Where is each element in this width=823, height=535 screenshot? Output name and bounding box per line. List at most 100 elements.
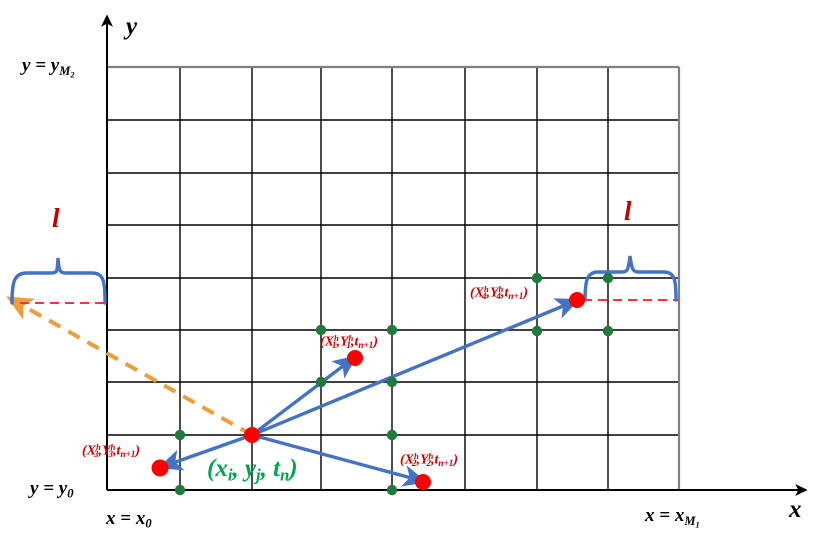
- center-t-sub: n: [280, 465, 290, 485]
- p2-open: (: [400, 452, 405, 468]
- x-right-sub: M1: [684, 513, 700, 529]
- y-top-lhs: y: [22, 55, 31, 76]
- p3-open: (: [82, 443, 87, 459]
- p3-Y-sub: 3: [108, 449, 113, 460]
- arrow-to-p2: [251, 433, 428, 487]
- p2-t: t: [434, 452, 439, 468]
- x-left-lhs: x: [106, 508, 116, 529]
- center-open: (: [207, 455, 216, 482]
- p1-comma-2: ,: [350, 334, 355, 350]
- offset-dashed-lines: [20, 299, 679, 304]
- p1-close: ): [373, 334, 379, 350]
- p4-Y-sup: h: [498, 284, 504, 294]
- x-left-eq: =: [115, 508, 136, 529]
- green-node: [174, 484, 186, 496]
- green-node: [531, 325, 543, 337]
- p1-comma-1: ,: [336, 334, 340, 350]
- p1-X: X: [324, 334, 335, 350]
- red-point-1: [347, 350, 363, 366]
- p4-X-sub: 4: [481, 291, 487, 302]
- grid-horizontal-lines: [107, 119, 679, 436]
- center-y: y: [244, 455, 257, 482]
- x-right-base: x: [674, 505, 685, 526]
- y-top-sub: M2: [59, 63, 75, 79]
- y-bot-eq: =: [38, 478, 59, 499]
- p1-X-sup: h: [334, 333, 339, 343]
- x-right-bound-label: x = xM1: [645, 506, 700, 529]
- green-node: [315, 376, 327, 388]
- p2-X-sub: 2: [411, 458, 417, 469]
- y-top-eq: =: [30, 55, 51, 76]
- x-left-base: x: [135, 508, 146, 529]
- p3-Y-sup: h: [110, 442, 116, 452]
- p3-t-sub: n+1: [120, 449, 136, 460]
- green-node: [315, 324, 327, 336]
- green-node: [174, 429, 186, 441]
- departure-point-4-label: (Xh4,Yh4,tn+1): [470, 285, 528, 301]
- y-top-base: y: [50, 55, 60, 76]
- p3-close: ): [135, 443, 141, 459]
- red-point-4: [569, 292, 585, 308]
- x-left-bound-label: x = x0: [106, 509, 152, 530]
- p4-comma-1: ,: [486, 285, 490, 301]
- p2-comma-2: ,: [430, 452, 435, 468]
- p2-comma-1: ,: [416, 452, 420, 468]
- p2-close: ): [453, 452, 459, 468]
- p4-open: (: [470, 285, 475, 301]
- departure-point-2-label: (Xh2,Yh2,tn+1): [400, 452, 458, 468]
- x-right-lhs: x: [645, 505, 655, 526]
- left-brace-length-label: l: [52, 203, 60, 233]
- arrow-to-p3: [157, 433, 253, 471]
- p2-t-sub: n+1: [438, 458, 454, 469]
- p2-Y: Y: [419, 452, 429, 468]
- x-left-sub: 0: [145, 516, 152, 531]
- x-right-subsub: 1: [695, 519, 700, 529]
- p1-Y: Y: [339, 334, 349, 350]
- green-node: [386, 429, 398, 441]
- right-brace-length-label: l: [624, 196, 632, 226]
- p1-Y-sup: h: [348, 333, 354, 343]
- p4-comma-2: ,: [500, 285, 505, 301]
- green-node: [531, 272, 543, 284]
- red-point-center: [244, 427, 260, 443]
- center-t: t: [273, 455, 281, 482]
- p1-t: t: [354, 334, 359, 350]
- p3-comma-2: ,: [112, 443, 117, 459]
- p4-Y-sub: 4: [496, 291, 501, 302]
- center-comma-1: ,: [232, 455, 245, 482]
- red-points: [151, 292, 585, 490]
- green-node: [386, 376, 398, 388]
- p3-X: X: [86, 443, 97, 459]
- x-right-eq: =: [654, 505, 675, 526]
- center-x: x: [215, 455, 228, 482]
- y-top-subsub: 2: [70, 69, 75, 79]
- p4-t: t: [504, 285, 509, 301]
- red-point-2: [415, 474, 431, 490]
- p1-Y-sub: 1: [346, 340, 351, 351]
- p3-Y: Y: [101, 443, 111, 459]
- p2-Y-sup: h: [428, 451, 434, 461]
- p2-X: X: [404, 452, 415, 468]
- p3-X-sub: 3: [93, 449, 99, 460]
- x-axis-label: x: [789, 496, 802, 523]
- green-node: [386, 484, 398, 496]
- departure-point-1-label: (Xh1,Yh1,tn+1): [320, 334, 378, 350]
- p1-t-sub: n+1: [358, 340, 374, 351]
- center-close: ): [289, 455, 298, 482]
- periodic-wrap-arrow: [6, 296, 253, 437]
- p4-X-sup: h: [484, 284, 489, 294]
- p3-comma-1: ,: [98, 443, 102, 459]
- p2-X-sup: h: [414, 451, 419, 461]
- departure-point-3-label: (Xh3,Yh3,tn+1): [82, 443, 140, 459]
- departure-arrows: [157, 298, 580, 487]
- green-nodes: [174, 272, 614, 496]
- red-point-3: [151, 459, 169, 477]
- p2-Y-sub: 2: [426, 458, 431, 469]
- domain-border: [107, 65, 681, 490]
- p1-X-sub: 1: [331, 340, 337, 351]
- y-top-bound-label: y = yM2: [22, 56, 75, 79]
- y-bot-sub: 0: [67, 486, 74, 501]
- center-y-sub: j: [256, 465, 261, 485]
